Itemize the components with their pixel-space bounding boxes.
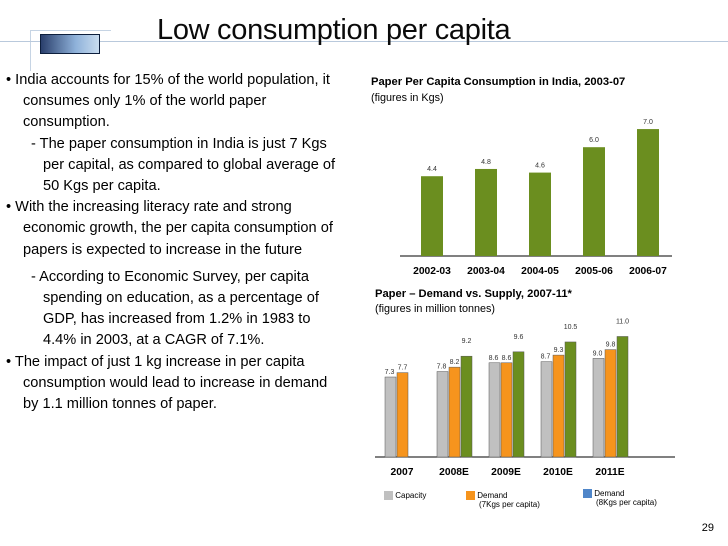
chart1-tick-label: 2004-05 xyxy=(521,266,559,277)
chart1-subtitle: (figures in Kgs) xyxy=(371,92,444,104)
chart2-bar-1 xyxy=(604,349,617,458)
bullet-list: • India accounts for 15% of the world po… xyxy=(6,70,346,415)
chart2-subtitle: (figures in million tonnes) xyxy=(375,303,496,315)
chart2-bar-0 xyxy=(592,358,605,458)
chart2-value-label: 9.0 xyxy=(593,350,603,357)
chart2-value-label: 7.3 xyxy=(385,369,395,376)
chart1-tick-label: 2005-06 xyxy=(575,266,613,277)
chart2-value-label: 8.2 xyxy=(450,359,460,366)
chart2-plot: 7.37.7 2007 7.88.2 9.2 2008E 8.6 8.6 9.6 2009E 8.… xyxy=(375,318,675,478)
chart2-value-label: 11.0 xyxy=(616,318,629,325)
chart2-bar-1 xyxy=(448,366,461,458)
chart1-tick-label: 2006-07 xyxy=(629,266,667,277)
legend-label: Demand xyxy=(594,489,625,498)
chart2-bar-0 xyxy=(488,362,501,458)
chart2-value-label: 7.8 xyxy=(437,364,447,371)
chart1-value-label: 4.6 xyxy=(535,163,545,170)
chart2-bar-1 xyxy=(396,372,409,458)
chart2-value-label: 8.7 xyxy=(541,354,551,361)
chart2-tick-label: 2009E xyxy=(491,467,521,478)
chart1-value-label: 6.0 xyxy=(589,137,599,144)
chart1-bar xyxy=(421,176,443,256)
chart1-value-label: 7.0 xyxy=(643,119,653,126)
slide-title: Low consumption per capita xyxy=(157,14,511,46)
bullet-item: • With the increasing literacy rate and … xyxy=(6,199,333,258)
legend-swatch xyxy=(583,489,592,498)
legend-sublabel: (8Kgs per capita) xyxy=(596,498,657,507)
bullet-item: • India accounts for 15% of the world po… xyxy=(6,72,330,131)
chart1-bar xyxy=(475,168,497,256)
decorative-gradient-box xyxy=(40,34,100,54)
legend-label: Demand xyxy=(477,491,508,500)
chart1-tick-label: 2002-03 xyxy=(413,266,451,277)
chart2-value-label: 9.2 xyxy=(462,338,472,345)
page-number: 29 xyxy=(701,522,714,534)
chart1-value-label: 4.8 xyxy=(481,159,491,166)
chart1-bar xyxy=(529,172,551,256)
chart1-plot: 4.4 2002-03 4.8 2003-04 4.6 2004-05 6.0 2005-06… xyxy=(400,119,672,277)
chart2-bar-1 xyxy=(552,354,565,458)
chart2-value-label: 8.6 xyxy=(489,355,499,362)
decorative-frame xyxy=(30,30,111,71)
chart2-tick-label: 2008E xyxy=(439,467,469,478)
sub-bullet-item: - According to Economic Survey, per capi… xyxy=(31,268,319,349)
title-underline xyxy=(0,41,728,42)
legend-item-demand-8kg: Demand (8Kgs per capita) xyxy=(583,489,657,507)
chart2-bar-0 xyxy=(436,371,449,458)
chart2-bar-2 xyxy=(564,341,577,458)
chart2-tick-label: 2007 xyxy=(391,467,414,478)
chart2-bar-1 xyxy=(500,362,513,458)
chart1-bar xyxy=(637,129,659,256)
chart2-value-label: 7.7 xyxy=(398,365,408,372)
chart1-tick-label: 2003-04 xyxy=(467,266,505,277)
chart1-bar xyxy=(583,147,605,256)
legend-label: Capacity xyxy=(395,491,427,500)
chart2-tick-label: 2010E xyxy=(543,467,573,478)
chart2-bar-0 xyxy=(540,361,553,458)
chart2-value-label: 10.5 xyxy=(564,324,578,331)
chart1-title: Paper Per Capita Consumption in India, 2… xyxy=(371,76,626,88)
legend-swatch xyxy=(384,491,393,500)
legend-item-capacity: Capacity xyxy=(384,491,426,500)
chart2-bar-2 xyxy=(616,336,629,458)
sub-bullet-item: - The paper consumption in India is just… xyxy=(31,135,336,195)
chart2-value-label: 9.8 xyxy=(606,342,616,349)
legend-sublabel: (7Kgs per capita) xyxy=(479,500,540,509)
chart2-bar-0 xyxy=(384,376,397,458)
chart2-value-label: 8.6 xyxy=(502,355,512,362)
chart2-value-label: 9.3 xyxy=(554,347,564,354)
chart2-bar-2 xyxy=(460,355,473,458)
chart2-tick-label: 2011E xyxy=(595,467,624,478)
chart2-bar-2 xyxy=(512,351,525,458)
chart2-value-label: 9.6 xyxy=(514,334,524,341)
chart1-value-label: 4.4 xyxy=(427,166,437,173)
chart2-title: Paper – Demand vs. Supply, 2007-11* xyxy=(375,288,572,300)
legend-item-demand-7kg: Demand (7Kgs per capita) xyxy=(466,491,540,509)
bullet-item: • The impact of just 1 kg increase in pe… xyxy=(6,353,328,413)
legend-swatch xyxy=(466,491,475,500)
